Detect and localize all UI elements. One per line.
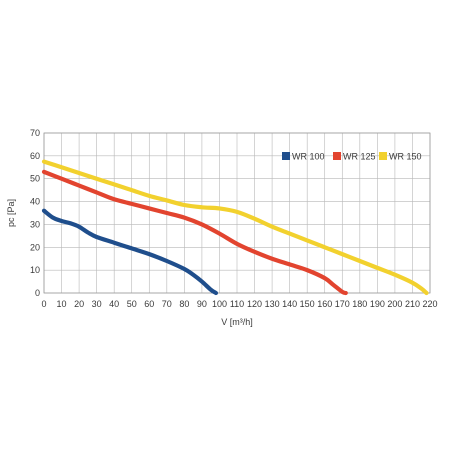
y-axis-label: pc [Pa]: [6, 199, 16, 227]
legend-swatch-wr-150: [379, 152, 387, 160]
x-tick-label: 150: [300, 299, 315, 309]
x-tick-label: 50: [127, 299, 137, 309]
series-line-wr-125: [41, 169, 348, 296]
y-tick-label: 30: [30, 219, 40, 229]
x-tick-label: 40: [109, 299, 119, 309]
y-tick-label: 40: [30, 197, 40, 207]
y-tick-label: 0: [35, 288, 40, 298]
x-tick-label: 160: [317, 299, 332, 309]
x-tick-label: 200: [387, 299, 402, 309]
x-tick-label: 170: [335, 299, 350, 309]
y-tick-label: 20: [30, 242, 40, 252]
y-tick-label: 10: [30, 265, 40, 275]
x-tick-label: 0: [41, 299, 46, 309]
x-tick-label: 10: [57, 299, 67, 309]
y-tick-label: 70: [30, 128, 40, 138]
x-tick-label: 100: [212, 299, 227, 309]
x-tick-label: 80: [179, 299, 189, 309]
x-tick-label: 130: [265, 299, 280, 309]
x-tick-label: 220: [422, 299, 437, 309]
x-tick-label: 20: [74, 299, 84, 309]
x-tick-label: 70: [162, 299, 172, 309]
x-tick-label: 60: [144, 299, 154, 309]
x-tick-label: 30: [92, 299, 102, 309]
legend-swatch-wr-125: [333, 152, 341, 160]
legend-label-wr-125: WR 125: [343, 152, 376, 162]
x-tick-label: 140: [282, 299, 297, 309]
y-tick-label: 50: [30, 174, 40, 184]
x-tick-label: 190: [370, 299, 385, 309]
x-tick-label: 120: [247, 299, 262, 309]
legend-label-wr-100: WR 100: [292, 152, 325, 162]
x-tick-label: 110: [230, 299, 244, 309]
series-lines: [41, 159, 429, 296]
series-line-wr-100: [41, 208, 219, 296]
x-tick-label: 90: [197, 299, 207, 309]
legend-label-wr-150: WR 150: [389, 152, 422, 162]
series-line-wr-150: [41, 159, 429, 296]
axes: 0 10 20 30 40 50 60 70 80 90 100 110 120 130 140 150 160…: [30, 128, 438, 309]
x-axis-label: V [m³/h]: [221, 317, 253, 327]
x-tick-label: 210: [405, 299, 420, 309]
y-tick-label: 60: [30, 151, 40, 161]
legend: WR 100 WR 125 WR 150: [282, 152, 422, 162]
x-tick-label: 180: [352, 299, 367, 309]
legend-swatch-wr-100: [282, 152, 290, 160]
